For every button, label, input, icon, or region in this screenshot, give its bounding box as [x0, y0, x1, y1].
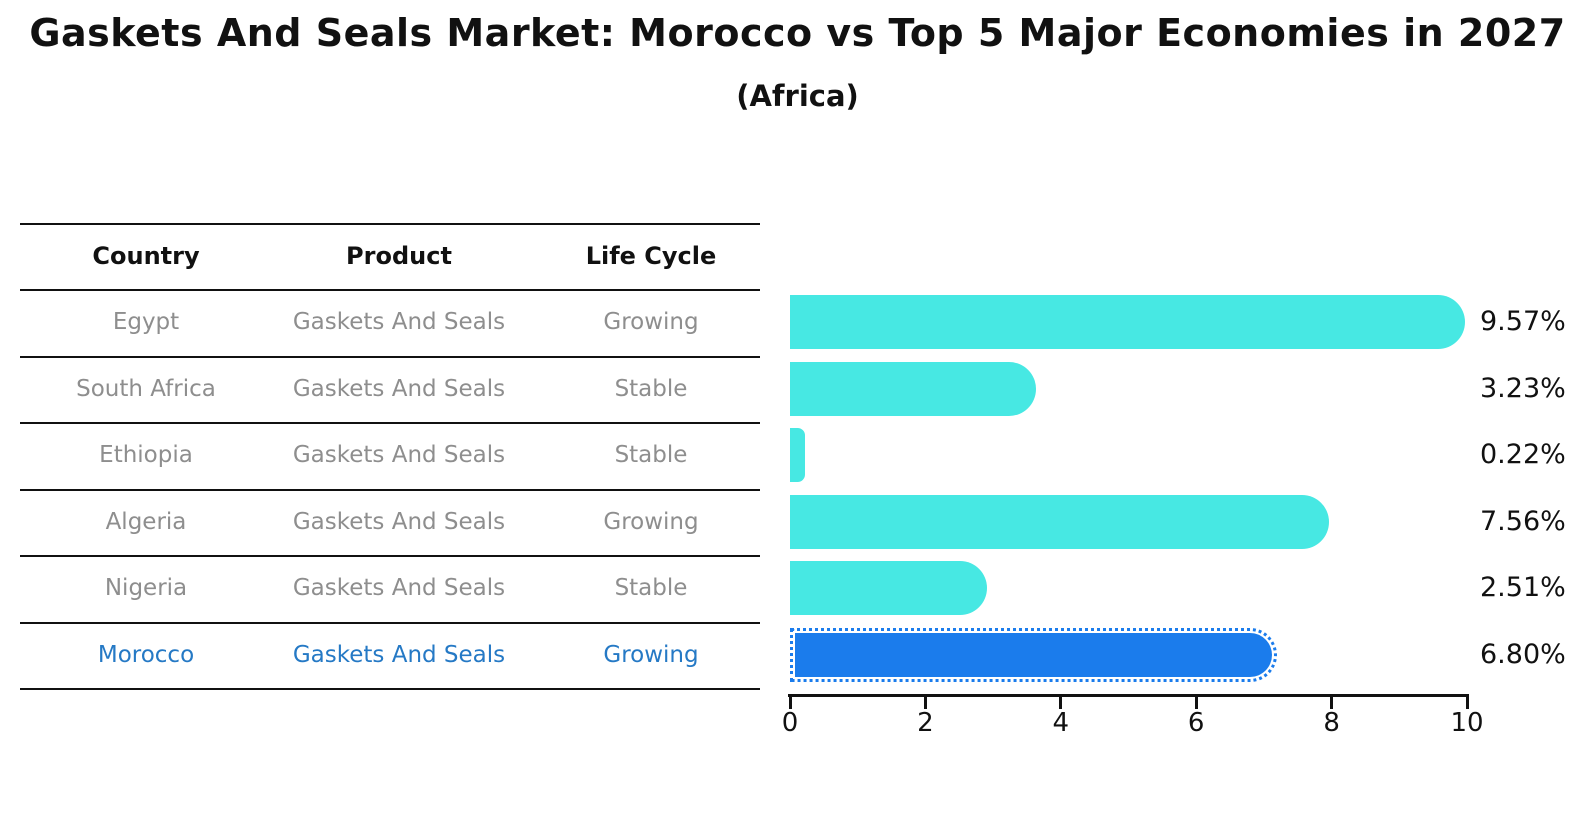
table-cell-country: South Africa	[76, 375, 216, 402]
x-axis-tick-label: 0	[781, 708, 799, 738]
table-cell-life_cycle: Growing	[603, 508, 699, 535]
table-row: South Africa Gaskets And Seals Stable	[0, 356, 780, 423]
bar-morocco-highlight	[790, 627, 1278, 682]
bar-value-label: 9.57%	[1480, 306, 1566, 338]
table-cell-product: Gaskets And Seals	[292, 575, 506, 601]
x-axis-tick	[1330, 697, 1334, 709]
table-rule-line	[20, 422, 760, 424]
bar-value-label: 2.51%	[1480, 572, 1566, 604]
table-cell-life_cycle: Stable	[614, 575, 688, 601]
table-rule-line	[20, 355, 760, 358]
bar-value-label: 3.23%	[1480, 372, 1566, 404]
table-row: Egypt Gaskets And Seals Growing	[0, 289, 780, 356]
table-cell-product: Gaskets And Seals	[292, 309, 506, 335]
chart-title: Gaskets And Seals Market: Morocco vs Top…	[29, 11, 1566, 55]
x-axis-tick	[1194, 697, 1198, 709]
bar	[790, 361, 1036, 416]
table-header-cell: Product	[346, 241, 452, 270]
table-cell-life_cycle: Growing	[603, 309, 699, 335]
bar	[790, 494, 1329, 549]
table-rule-line	[20, 222, 760, 225]
table-cell-life_cycle: Growing	[603, 641, 699, 668]
table-header-cell: Country	[92, 241, 200, 270]
bar-value-label: 7.56%	[1480, 505, 1566, 537]
x-axis-tick-label: 8	[1323, 708, 1340, 738]
x-axis-tick	[788, 697, 792, 709]
table-rule-line	[20, 555, 760, 557]
chart-subtitle: (Africa)	[736, 79, 859, 113]
table-cell-country: Morocco	[97, 641, 195, 668]
x-axis-tick	[1465, 697, 1469, 709]
table-cell-product: Gaskets And Seals	[292, 641, 506, 668]
table-header-row: Country Product Life Cycle	[0, 223, 780, 290]
table-rule-line	[20, 688, 760, 690]
table-row: Algeria Gaskets And Seals Growing	[0, 489, 780, 556]
table-rule-line	[20, 488, 760, 491]
x-axis-tick	[1059, 697, 1063, 709]
table-row: Nigeria Gaskets And Seals Stable	[0, 555, 780, 622]
table-cell-life_cycle: Stable	[614, 375, 688, 402]
bar	[790, 428, 805, 483]
table-cell-life_cycle: Stable	[614, 442, 688, 468]
table-row: Morocco Gaskets And Seals Growing	[0, 622, 780, 689]
x-axis-line	[788, 694, 1469, 697]
table-cell-country: Egypt	[112, 309, 180, 335]
table-rule-line	[20, 289, 760, 291]
bar-value-label: 6.80%	[1480, 638, 1566, 670]
table-cell-country: Nigeria	[104, 575, 188, 601]
bar	[790, 295, 1465, 350]
table-cell-product: Gaskets And Seals	[292, 375, 506, 402]
bar	[790, 561, 987, 616]
x-axis-tick-label: 2	[917, 708, 934, 738]
table-cell-product: Gaskets And Seals	[292, 508, 506, 535]
x-axis-tick-label: 10	[1450, 708, 1484, 738]
table-row: Ethiopia Gaskets And Seals Stable	[0, 422, 780, 489]
bar-value-label: 0.22%	[1480, 439, 1566, 471]
table-cell-country: Ethiopia	[99, 442, 193, 468]
table-cell-country: Algeria	[105, 508, 187, 535]
table-header-cell: Life Cycle	[585, 241, 717, 270]
table-cell-product: Gaskets And Seals	[292, 442, 506, 468]
x-axis-tick	[923, 697, 927, 709]
x-axis-tick-label: 4	[1052, 708, 1070, 738]
x-axis-tick-label: 6	[1187, 708, 1205, 738]
table-rule-line	[20, 621, 760, 624]
